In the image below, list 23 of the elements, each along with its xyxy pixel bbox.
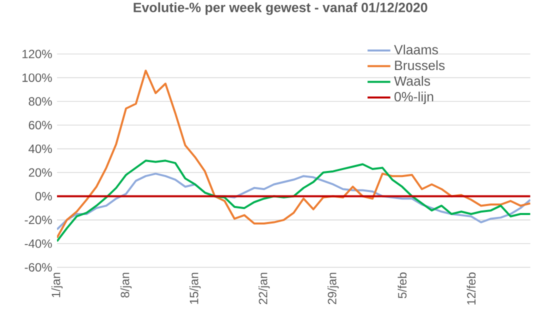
y-tick-label: 40% [28, 144, 52, 154]
y-tick-label: -60% [24, 263, 52, 272]
legend-label: Brussels [395, 60, 445, 70]
x-tick-label: 5/feb [398, 272, 407, 298]
chart-title: Evolutie-% per week gewest - vanaf 01/12/2020 [134, 2, 428, 15]
line-series [57, 70, 530, 239]
x-tick-label: 1/jan [51, 272, 63, 298]
x-tick-label: 8/jan [120, 272, 132, 298]
legend-label: 0%-lijn [394, 92, 434, 104]
y-tick-label: 120% [22, 50, 52, 58]
y-tick-label: -40% [24, 239, 52, 248]
y-tick-label: 100% [22, 73, 52, 82]
y-tick-label: 60% [28, 120, 52, 130]
x-tick-label: 29/jan [328, 272, 339, 304]
y-tick-label: 20% [28, 168, 52, 177]
y-tick-label: 80% [28, 97, 52, 106]
x-tick-label: 15/jan [189, 272, 201, 304]
legend-label: Waals [394, 76, 430, 86]
y-tick-label: -20% [24, 216, 52, 224]
x-tick-label: 22/jan [258, 272, 270, 304]
x-tick-label: 12/feb [466, 272, 476, 304]
y-tick-label: 0% [35, 192, 52, 200]
legend-label: Vlaams [394, 44, 438, 54]
